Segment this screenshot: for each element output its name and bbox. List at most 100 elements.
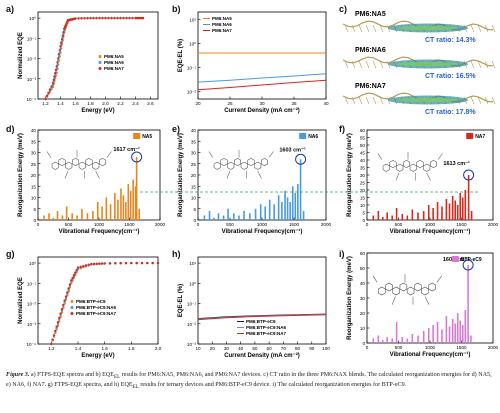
- y-tick-label: 10⁻¹: [187, 66, 197, 71]
- bar: [277, 195, 280, 220]
- ring: [92, 161, 100, 170]
- ct-ratio-illustration: PM6:NA5 CT ratio: 14.3% PM6:NA6 CT ratio: 1…: [342, 11, 496, 116]
- bar: [302, 211, 305, 220]
- caption-text-3: results for ternary devices and PM6:BTP-…: [138, 382, 407, 389]
- caption-text-2: results for PM6:NA5, PM6:NA6, and PM6:NA…: [6, 372, 492, 389]
- bar: [109, 204, 112, 220]
- bar: [448, 326, 451, 343]
- legend-marker: [70, 306, 74, 309]
- bar: [249, 213, 251, 220]
- data-point-3: [89, 16, 92, 20]
- x-tick-label: 25: [227, 101, 233, 106]
- ring: [403, 159, 410, 169]
- x-tick-label: 90: [309, 346, 315, 351]
- side-chain: [372, 60, 377, 69]
- data-point-3: [77, 17, 80, 20]
- data-point-3: [156, 261, 160, 265]
- data-point-3: [54, 72, 57, 75]
- y-tick-label: 5: [193, 207, 196, 212]
- ring: [72, 157, 79, 167]
- data-point-3: [64, 295, 68, 298]
- bar: [291, 186, 294, 220]
- data-point-3: [103, 262, 106, 265]
- x-tick-label: 60: [267, 346, 273, 351]
- bar: [467, 265, 469, 343]
- data-point-3: [119, 262, 122, 265]
- bar: [391, 338, 393, 343]
- bond: [436, 275, 443, 283]
- peak-annotation: 1613 cm⁻¹: [443, 160, 470, 167]
- data-point-3: [131, 16, 134, 20]
- x-tick-label: 1.4: [57, 101, 64, 106]
- bar: [427, 328, 430, 343]
- data-point-3: [114, 262, 117, 265]
- y-tick-label: 10⁰: [29, 261, 36, 266]
- y-tick-label: 10⁻³: [187, 342, 197, 347]
- bar: [86, 213, 89, 220]
- x-tick-label: 500: [395, 345, 403, 350]
- panel-b: b) 10¹ 10⁰ 10⁻¹ 10⁻² 20 25 30 35 40 Current Densi…: [168, 0, 333, 122]
- data-point-3: [54, 68, 58, 72]
- y-tick-label: 10⁻⁴: [26, 97, 36, 102]
- panel-label: d): [6, 124, 15, 134]
- bar: [208, 211, 211, 220]
- data-point-3: [70, 279, 73, 282]
- legend-label: PM6:BTP-eC9:NA7: [246, 331, 287, 336]
- y-tick-label: 10⁻⁴: [26, 342, 36, 347]
- ring: [416, 159, 424, 169]
- data-point-3: [90, 262, 93, 266]
- y-tick-label: 40: [360, 158, 366, 163]
- x-axis-label: Energy (eV): [81, 353, 114, 359]
- data-point-3: [60, 41, 63, 45]
- bar: [445, 199, 448, 220]
- x-tick-label: 1500: [124, 222, 135, 227]
- bar: [299, 159, 302, 220]
- eqe-chart-a: 10⁰ 10⁻¹ 10⁻² 10⁻³ 10⁻⁴ 1.2 1.4 1.6 1.8 2.0 2.2 2.4…: [18, 11, 159, 114]
- y-axis-label: EQE-EL (%): [178, 39, 184, 72]
- legend-label: PM6:NA6: [212, 22, 232, 27]
- legend-label: PM6:NA5: [212, 16, 232, 21]
- bond: [95, 170, 100, 179]
- bar: [372, 215, 375, 220]
- x-tick-label: 1.6: [72, 101, 79, 106]
- y-axis-label: Reorganization Energy (meV): [347, 256, 353, 340]
- data-point-3: [52, 334, 56, 337]
- y-tick-label: 10¹: [189, 261, 196, 266]
- data-point-3: [92, 262, 96, 266]
- y-tick-label: 25: [191, 162, 197, 167]
- x-tick-label: 1000: [425, 222, 436, 227]
- x-tick-label: 1500: [456, 345, 467, 350]
- ct-ratio-label: CT ratio: 14.3%: [425, 37, 476, 44]
- bar: [432, 325, 434, 343]
- data-point-3: [55, 65, 58, 68]
- side-chain: [365, 96, 370, 105]
- panel-a: a) 10⁰ 10⁻¹ 10⁻² 10⁻³ 10⁻⁴ 1.2 1.4 1.6 1.8 2.0 2.2…: [0, 0, 168, 122]
- bar: [454, 323, 456, 343]
- bar: [56, 211, 59, 220]
- data-point-3: [47, 91, 50, 94]
- legend-marker: [98, 61, 102, 64]
- x-tick-label: 2.0: [155, 346, 162, 351]
- bar: [451, 319, 454, 343]
- bar: [135, 157, 138, 220]
- bond: [208, 151, 213, 158]
- side-chain: [351, 96, 356, 105]
- bar: [217, 213, 220, 220]
- x-tick-label: 1000: [425, 345, 436, 350]
- data-point-3: [45, 94, 49, 98]
- bond: [391, 296, 396, 305]
- y-tick-label: 10⁻²: [187, 322, 197, 327]
- data-point-3: [67, 287, 70, 290]
- x-tick-label: 0: [37, 222, 40, 227]
- ring: [430, 159, 437, 169]
- side-chain: [344, 24, 349, 33]
- panel-label: g): [6, 249, 15, 259]
- bar: [422, 331, 425, 343]
- x-tick-label: 20: [195, 101, 201, 106]
- bar: [386, 212, 388, 220]
- data-point-3: [75, 268, 78, 272]
- bar: [289, 202, 291, 220]
- y-tick-label: 30: [360, 173, 366, 178]
- blend-name: PM6:NA6: [355, 47, 386, 54]
- data-point-3: [51, 82, 55, 85]
